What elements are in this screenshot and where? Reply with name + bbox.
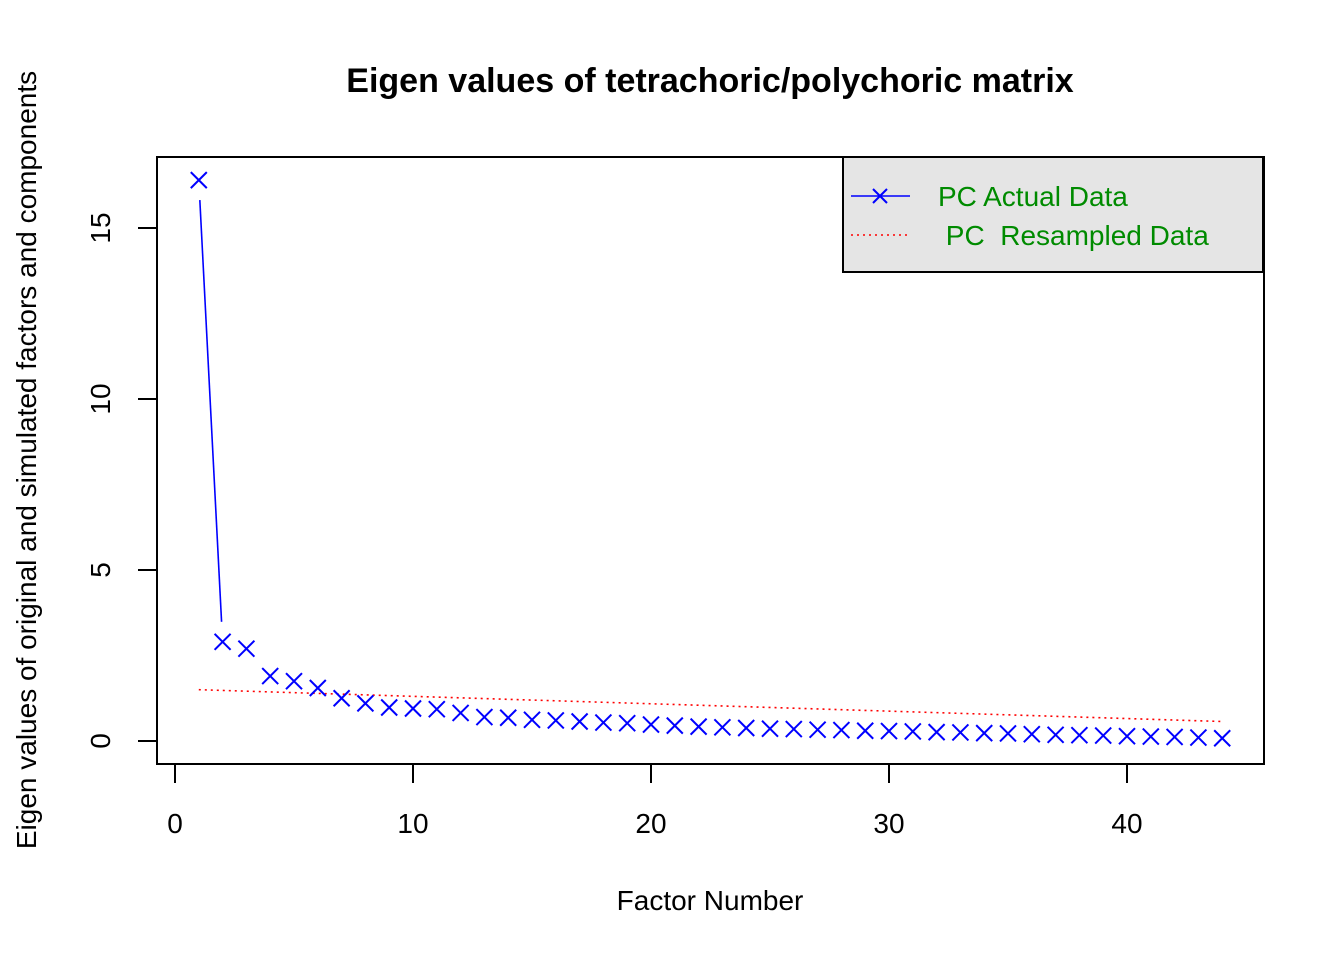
actual-data-point bbox=[761, 719, 779, 738]
actual-data-point bbox=[475, 708, 494, 726]
actual-data-point bbox=[1070, 726, 1089, 744]
actual-data-point bbox=[951, 723, 970, 742]
actual-data-point bbox=[523, 711, 541, 729]
actual-data-point bbox=[1023, 725, 1041, 743]
y-tick-label: 5 bbox=[85, 562, 116, 578]
actual-data-point bbox=[309, 679, 327, 697]
actual-data-point bbox=[451, 704, 470, 722]
actual-data-point bbox=[975, 724, 993, 742]
actual-data-point bbox=[927, 723, 946, 741]
actual-data-point bbox=[808, 721, 827, 739]
resampled-data-line bbox=[198, 688, 1223, 723]
actual-data-point bbox=[332, 689, 351, 707]
actual-data-point bbox=[713, 718, 732, 737]
x-axis: 0 10 20 30 40 bbox=[167, 763, 1143, 839]
actual-data-point bbox=[547, 711, 565, 730]
actual-data-point bbox=[1118, 727, 1136, 745]
x-tick-label: 0 bbox=[167, 808, 183, 839]
actual-data-point bbox=[594, 713, 613, 732]
actual-data-point bbox=[1213, 729, 1231, 747]
y-tick-label: 15 bbox=[85, 212, 116, 243]
actual-data-point bbox=[356, 694, 375, 713]
actual-data-point bbox=[1189, 728, 1208, 747]
x-tick-label: 20 bbox=[635, 808, 666, 839]
x-axis-label: Factor Number bbox=[617, 885, 804, 916]
actual-data-point bbox=[499, 709, 517, 727]
y-tick-label: 0 bbox=[85, 733, 116, 749]
y-axis-label: Eigen values of original and simulated f… bbox=[11, 71, 42, 849]
actual-data-point bbox=[213, 633, 232, 651]
x-tick-label: 40 bbox=[1111, 808, 1142, 839]
actual-data-point bbox=[666, 716, 684, 735]
actual-data-point bbox=[737, 719, 755, 737]
y-axis: 0 5 10 15 bbox=[85, 212, 158, 749]
actual-data-point bbox=[1094, 726, 1112, 745]
series-resampled-data bbox=[198, 688, 1223, 723]
actual-data-line-segment bbox=[199, 200, 223, 622]
actual-data-point bbox=[904, 722, 922, 741]
legend-label-actual: PC Actual Data bbox=[938, 181, 1128, 212]
actual-data-point bbox=[237, 639, 256, 658]
actual-data-point bbox=[1046, 726, 1065, 744]
legend-label-resampled: PC Resampled Data bbox=[938, 220, 1209, 251]
x-tick-label: 10 bbox=[397, 808, 428, 839]
actual-data-point bbox=[999, 724, 1017, 743]
actual-data-point bbox=[261, 667, 279, 685]
actual-data-point bbox=[642, 715, 660, 734]
actual-data-point bbox=[285, 672, 303, 690]
actual-data-point bbox=[880, 722, 898, 740]
actual-data-point bbox=[785, 720, 803, 738]
legend-actual-x-marker bbox=[872, 188, 888, 204]
actual-data-point bbox=[832, 721, 851, 739]
actual-data-point bbox=[618, 714, 636, 732]
actual-data-point bbox=[689, 717, 708, 736]
actual-data-point bbox=[404, 699, 422, 718]
actual-data-point bbox=[380, 698, 398, 717]
actual-data-point bbox=[1142, 727, 1160, 746]
y-tick-label: 10 bbox=[85, 383, 116, 414]
x-tick-label: 30 bbox=[873, 808, 904, 839]
actual-data-point bbox=[1165, 728, 1184, 746]
actual-data-point bbox=[190, 171, 208, 189]
actual-data-point bbox=[856, 722, 874, 740]
series-actual-data bbox=[190, 171, 1231, 747]
actual-data-point bbox=[570, 712, 589, 731]
chart-title: Eigen values of tetrachoric/polychoric m… bbox=[346, 62, 1074, 100]
legend-box bbox=[842, 156, 1264, 273]
actual-data-point bbox=[428, 700, 446, 718]
legend: PC Actual Data PC Resampled Data bbox=[842, 156, 1264, 273]
